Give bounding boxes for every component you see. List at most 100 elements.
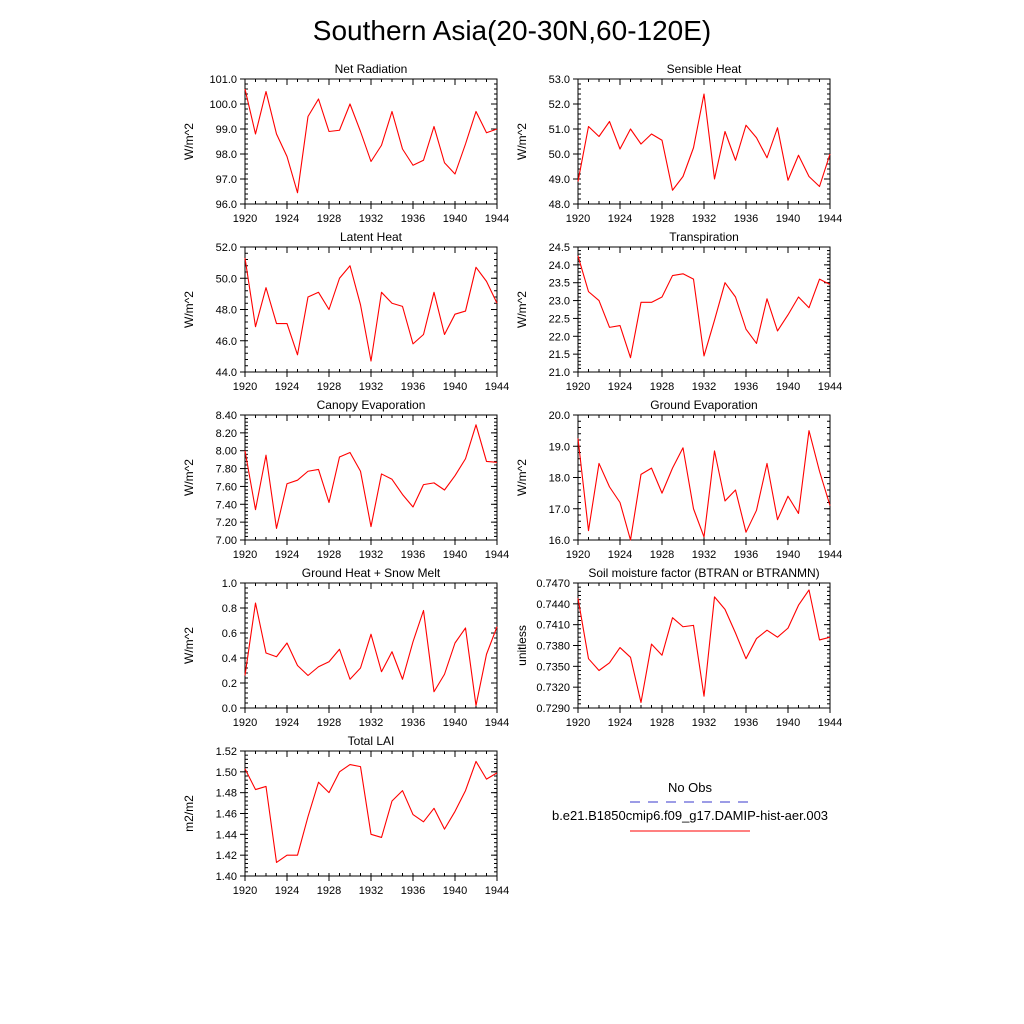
series-line: [577, 589, 831, 703]
y-tick-label: 99.0: [216, 124, 237, 136]
x-tick-label: 1932: [692, 213, 716, 225]
legend: No Obs b.e21.B1850cmip6.f09_g17.DAMIP-hi…: [552, 780, 828, 832]
x-tick-label: 1924: [608, 717, 632, 729]
x-tick-label: 1944: [818, 213, 842, 225]
x-tick-label: 1932: [692, 381, 716, 393]
y-tick-label: 1.42: [216, 850, 237, 862]
x-tick-label: 1920: [233, 213, 257, 225]
panel-ground-heat-snow-melt: Ground Heat + Snow Melt W/m^2 1920 1924 1928…: [182, 566, 509, 729]
x-tick-label: 1944: [485, 213, 509, 225]
chart-title: Latent Heat: [340, 230, 403, 244]
x-tick-label: 1944: [818, 381, 842, 393]
y-tick-label: 53.0: [549, 74, 570, 86]
x-tick-label: 1936: [734, 213, 758, 225]
panel-transpiration: Transpiration W/m^2 1920 1924 1928 1932 1936 19…: [515, 230, 842, 393]
y-tick-label: 48.0: [216, 305, 237, 317]
x-tick-label: 1940: [776, 717, 800, 729]
y-tick-label: 17.0: [549, 504, 570, 516]
x-tick-label: 1928: [317, 381, 341, 393]
series-line: [244, 760, 498, 864]
x-tick-label: 1940: [443, 381, 467, 393]
x-tick-label: 1944: [485, 549, 509, 561]
x-tick-label: 1928: [317, 213, 341, 225]
x-tick-label: 1940: [443, 213, 467, 225]
series-line: [244, 602, 498, 707]
panel-net-radiation: Net Radiation W/m^2 1920 1924 1928 1932 1936 19…: [182, 62, 509, 225]
chart-title: Ground Heat + Snow Melt: [302, 566, 441, 580]
y-tick-label: 23.0: [549, 296, 570, 308]
chart-title: Canopy Evaporation: [317, 398, 426, 412]
y-tick-label: 0.8: [222, 603, 237, 615]
x-tick-label: 1944: [485, 717, 509, 729]
y-tick-label: 52.0: [549, 99, 570, 111]
y-axis-label: W/m^2: [182, 291, 196, 328]
y-tick-label: 22.0: [549, 331, 570, 343]
y-axis-label: W/m^2: [182, 459, 196, 496]
series-line: [577, 93, 831, 191]
panel-soil-moisture-factor: Soil moisture factor (BTRAN or BTRANMN) u…: [515, 566, 842, 729]
x-tick-label: 1936: [734, 381, 758, 393]
x-tick-label: 1936: [401, 885, 425, 897]
y-tick-label: 1.44: [216, 829, 237, 841]
y-tick-label: 0.7320: [536, 682, 570, 694]
x-tick-label: 1928: [650, 549, 674, 561]
x-tick-label: 1924: [275, 717, 299, 729]
y-tick-label: 98.0: [216, 149, 237, 161]
y-tick-label: 1.50: [216, 767, 237, 779]
x-tick-label: 1928: [317, 885, 341, 897]
panel-ground-evaporation: Ground Evaporation W/m^2 1920 1924 1928 1932 1…: [515, 398, 842, 561]
y-tick-label: 0.7290: [536, 703, 570, 715]
y-tick-label: 46.0: [216, 336, 237, 348]
y-tick-label: 1.52: [216, 746, 237, 758]
y-tick-label: 51.0: [549, 124, 570, 136]
y-tick-label: 0.7350: [536, 661, 570, 673]
series-line: [577, 430, 831, 541]
y-tick-label: 48.0: [549, 199, 570, 211]
y-tick-label: 0.6: [222, 628, 237, 640]
x-tick-label: 1924: [275, 213, 299, 225]
x-tick-label: 1944: [818, 717, 842, 729]
y-tick-label: 0.7470: [536, 578, 570, 590]
y-tick-label: 22.5: [549, 313, 570, 325]
chart-title: Total LAI: [348, 734, 395, 748]
x-tick-label: 1944: [485, 381, 509, 393]
y-tick-label: 8.40: [216, 410, 237, 422]
x-tick-label: 1940: [443, 717, 467, 729]
y-tick-label: 0.2: [222, 678, 237, 690]
chart-title: Soil moisture factor (BTRAN or BTRANMN): [588, 566, 819, 580]
y-tick-label: 1.40: [216, 871, 237, 883]
y-axis-label: W/m^2: [182, 123, 196, 160]
y-tick-label: 8.00: [216, 446, 237, 458]
chart-title: Net Radiation: [335, 62, 408, 76]
panel-total-lai: Total LAI m2/m2 1920 1924 1928 1932 1936 1940 19…: [182, 734, 509, 897]
x-tick-label: 1920: [566, 717, 590, 729]
y-tick-label: 7.20: [216, 517, 237, 529]
y-tick-label: 16.0: [549, 535, 570, 547]
x-tick-label: 1920: [566, 549, 590, 561]
x-tick-label: 1932: [359, 717, 383, 729]
y-tick-label: 0.4: [222, 653, 237, 665]
y-tick-label: 7.40: [216, 499, 237, 511]
y-tick-label: 23.5: [549, 278, 570, 290]
x-tick-label: 1928: [650, 717, 674, 729]
y-tick-label: 96.0: [216, 199, 237, 211]
x-tick-label: 1920: [566, 381, 590, 393]
x-tick-label: 1944: [485, 885, 509, 897]
y-tick-label: 1.0: [222, 578, 237, 590]
chart-title: Sensible Heat: [667, 62, 742, 76]
x-tick-label: 1920: [233, 717, 257, 729]
x-tick-label: 1920: [566, 213, 590, 225]
plot-frame: [577, 582, 831, 709]
plot-frame: [244, 78, 498, 205]
y-tick-label: 97.0: [216, 174, 237, 186]
y-tick-label: 7.80: [216, 464, 237, 476]
y-axis-label: unitless: [515, 625, 529, 666]
plot-frame: [244, 582, 498, 709]
y-tick-label: 20.0: [549, 410, 570, 422]
x-tick-label: 1924: [608, 213, 632, 225]
x-tick-label: 1944: [818, 549, 842, 561]
x-tick-label: 1932: [359, 213, 383, 225]
x-tick-label: 1940: [443, 885, 467, 897]
plot-frame: [244, 414, 498, 541]
x-tick-label: 1936: [401, 549, 425, 561]
